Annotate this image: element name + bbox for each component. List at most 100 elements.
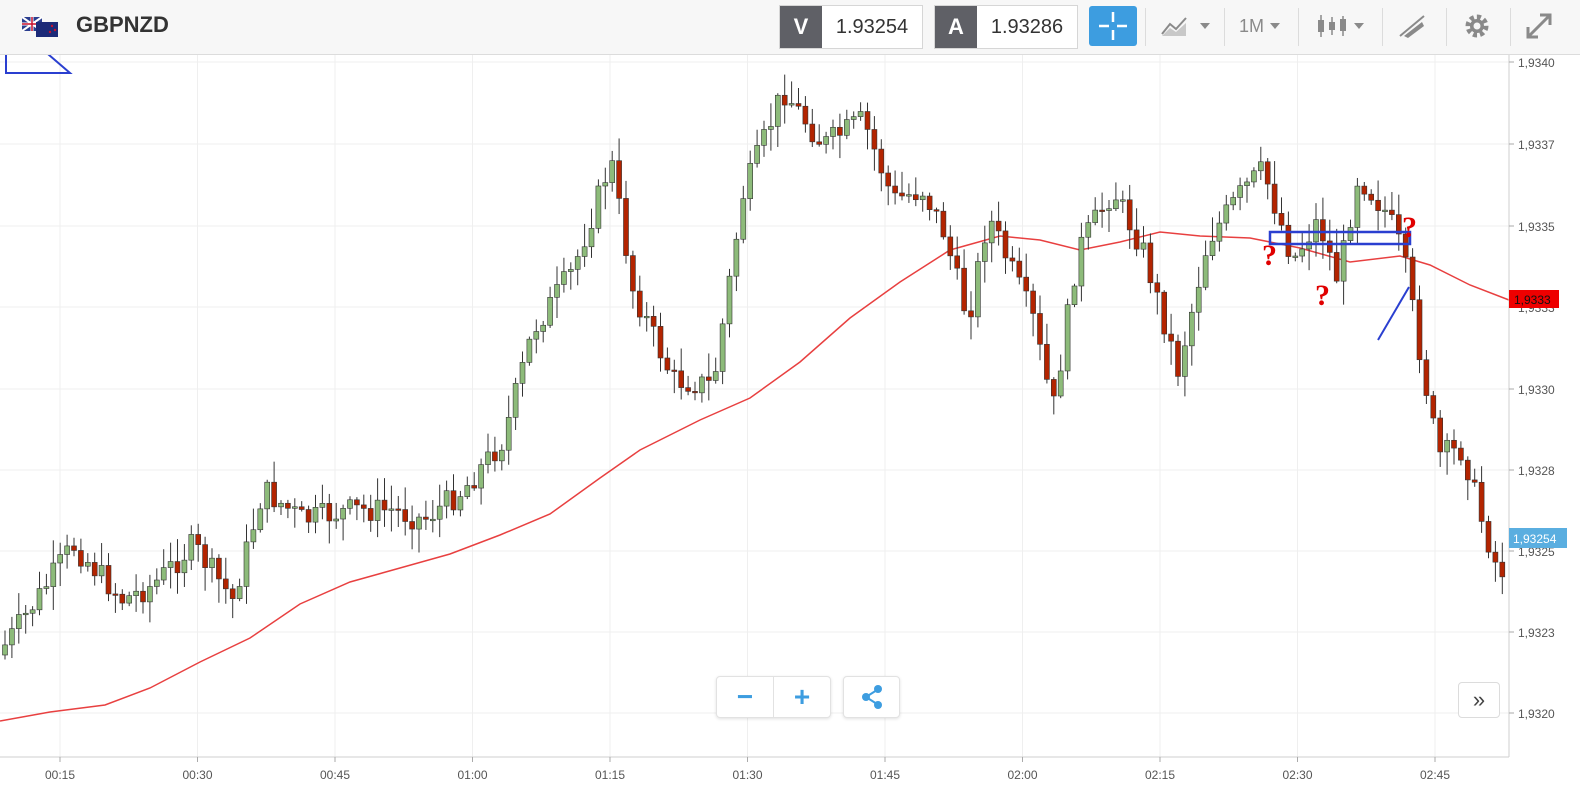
bull-candle — [1258, 161, 1264, 172]
time-tick-label: 02:00 — [1007, 768, 1037, 782]
bear-candle — [381, 499, 388, 511]
bear-candle — [202, 544, 208, 568]
bull-candle — [1071, 285, 1078, 305]
bull-candle — [64, 545, 70, 555]
bear-candle — [671, 369, 678, 372]
sell-label: V — [780, 6, 822, 48]
bull-candle — [1195, 286, 1202, 313]
bear-candle — [71, 545, 77, 551]
bull-candle — [512, 383, 519, 418]
toolbar: GBPNZD V 1.93254 A 1.93286 1M — [0, 0, 1580, 55]
bull-candle — [1216, 222, 1223, 242]
bull-candle — [1113, 199, 1119, 210]
bear-candle — [616, 160, 622, 199]
bull-candle — [1230, 197, 1236, 206]
bull-candle — [1237, 185, 1243, 198]
bear-candle — [623, 198, 629, 256]
bull-candle — [209, 557, 215, 568]
bull-candle — [57, 554, 64, 564]
drawing-tools-icon — [1399, 15, 1425, 38]
bear-candle — [1451, 439, 1457, 449]
bear-candle — [1409, 256, 1416, 301]
bear-candle — [1161, 291, 1167, 335]
bear-candle — [140, 590, 146, 603]
crosshair-button[interactable] — [1089, 6, 1137, 46]
bull-candle — [788, 103, 795, 106]
scroll-to-latest-button[interactable]: » — [1458, 682, 1500, 718]
bear-candle — [360, 504, 367, 509]
bull-candle — [388, 508, 395, 511]
bull-candle — [9, 628, 15, 646]
bear-candle — [1499, 561, 1506, 578]
bull-candle — [1085, 222, 1092, 238]
bull-candle — [754, 145, 760, 164]
sell-price-button[interactable]: V 1.93254 — [779, 5, 923, 49]
time-axis[interactable]: 00:15 00:30 00:45 01:00 01:15 01:30 01:45 02:00… — [0, 756, 1509, 782]
bear-candle — [636, 290, 643, 318]
bull-candle — [906, 194, 912, 197]
bear-candle — [1126, 199, 1133, 231]
bear-candle — [229, 588, 236, 599]
timeframe-dropdown[interactable]: 1M — [1239, 6, 1281, 46]
sell-price: 1.93254 — [835, 15, 909, 38]
drawing-annotations[interactable]: ??? — [5, 15, 1417, 341]
share-button[interactable] — [843, 676, 900, 718]
bull-candle — [243, 541, 250, 587]
bull-candle — [850, 116, 857, 120]
crosshair-icon — [1099, 12, 1127, 40]
bear-candle — [112, 593, 119, 596]
bull-candle — [1223, 204, 1230, 224]
instrument-symbol[interactable]: GBPNZD — [76, 12, 169, 37]
time-tick-label: 00:15 — [45, 768, 75, 782]
bear-candle — [91, 562, 98, 577]
bull-candle — [443, 490, 450, 507]
bear-candle — [802, 105, 809, 125]
bear-candle — [1147, 242, 1154, 284]
bull-candle — [1444, 439, 1450, 453]
buy-price: 1.93286 — [990, 15, 1064, 38]
bear-candle — [864, 111, 871, 130]
fullscreen-button[interactable] — [1524, 6, 1554, 46]
bear-candle — [216, 557, 222, 580]
last-price-label: 1,93254 — [1513, 532, 1557, 546]
bear-candle — [781, 94, 788, 106]
bear-candle — [402, 509, 409, 522]
bear-candle — [1133, 229, 1140, 250]
bear-candle — [685, 387, 691, 392]
bull-candle — [429, 518, 436, 522]
settings-button[interactable] — [1462, 6, 1492, 46]
bull-candle — [712, 371, 719, 381]
bear-candle — [630, 255, 636, 292]
bear-candle — [1485, 521, 1492, 553]
candlestick-icon — [1318, 15, 1346, 37]
price-tick-label: 1,9335 — [1518, 220, 1555, 234]
bull-candle — [154, 579, 160, 587]
bear-candle — [871, 129, 878, 150]
bear-candle — [326, 503, 333, 522]
zoom-in-button[interactable]: + — [793, 681, 811, 712]
bear-candle — [423, 516, 429, 520]
bear-candle — [1389, 209, 1395, 215]
bull-candle — [126, 595, 132, 604]
compare-button[interactable] — [1160, 6, 1210, 46]
bull-candle — [588, 228, 595, 248]
bull-candle — [526, 338, 533, 363]
bear-candle — [1361, 185, 1368, 195]
bull-candle — [1209, 240, 1216, 256]
chart-type-dropdown[interactable] — [1316, 6, 1364, 46]
bear-candle — [1430, 395, 1437, 419]
zoom-out-button[interactable]: − — [717, 677, 774, 717]
buy-price-button[interactable]: A 1.93286 — [934, 5, 1078, 49]
bull-candle — [257, 508, 264, 531]
bull-candle — [981, 242, 988, 262]
bull-candle — [1382, 209, 1388, 212]
bear-candle — [995, 220, 1002, 232]
bear-candle — [1168, 333, 1174, 342]
chart-compare-icon — [1161, 17, 1187, 36]
fullscreen-icon — [1526, 13, 1552, 39]
price-axis[interactable]: 1,9340 1,9337 1,9335 1,9333 1,9330 1,9328 1,93… — [1508, 55, 1580, 757]
drawing-tools-button[interactable] — [1396, 6, 1428, 46]
bear-candle — [1002, 230, 1009, 259]
bull-candle — [747, 163, 754, 199]
